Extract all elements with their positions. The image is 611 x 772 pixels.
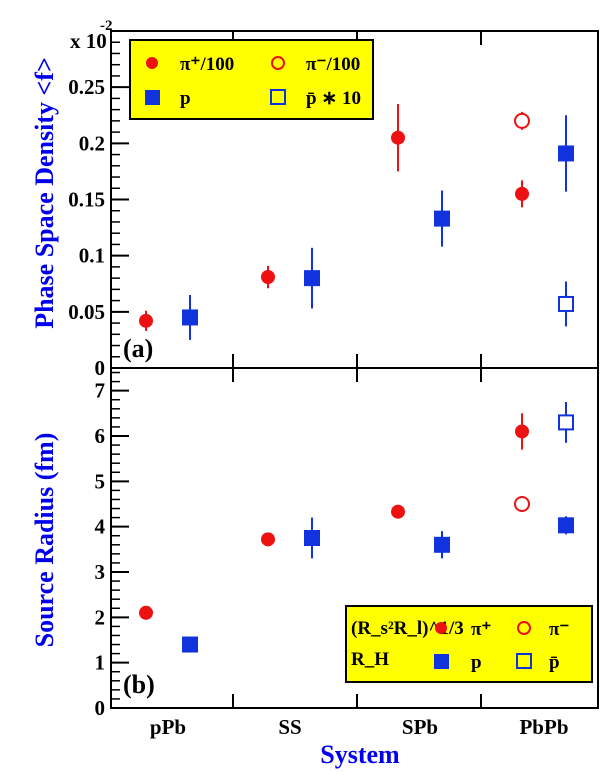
panel-b-y-tick-label: 3 xyxy=(95,560,106,584)
legend-b-pi-plus-marker xyxy=(435,622,447,634)
panel-b-frame xyxy=(110,367,599,709)
data-point-circle xyxy=(261,270,275,285)
legend-a-p-label: p xyxy=(180,88,191,109)
data-point-circle xyxy=(391,130,405,145)
data-point-circle xyxy=(515,186,529,201)
legend-a-box xyxy=(129,39,374,120)
x-axis-label: System xyxy=(320,740,400,769)
y-multiplier: x 10 xyxy=(70,29,107,53)
legend-b-pi-minus-label: π⁻ xyxy=(549,619,569,640)
data-point-square xyxy=(434,210,450,227)
panel-a-y-tick-label: 0.1 xyxy=(79,244,105,268)
legend-b-p-label: p xyxy=(471,652,482,673)
data-point-square xyxy=(182,309,198,326)
panel-a-y-tick-label: 0.05 xyxy=(68,300,105,324)
panel-a-y-tick-label: 0.25 xyxy=(68,75,105,99)
legend-b-pi-minus-marker xyxy=(517,621,531,635)
data-point-square xyxy=(304,530,320,546)
x-category-label: PbPb xyxy=(519,715,568,739)
legend-b-p-marker xyxy=(434,654,449,669)
legend-b-row1-label: (R_s²R_l)^1/3 xyxy=(351,618,464,639)
legend-b-box xyxy=(345,605,593,683)
panel-a-y-tick-label: 0 xyxy=(95,356,106,380)
panel-b-y-tick-label: 0 xyxy=(95,696,106,720)
panel-b-y-tick-label: 1 xyxy=(95,651,106,675)
panel-a-y-tick-label: 0.2 xyxy=(79,131,105,155)
data-point-circle xyxy=(139,313,153,328)
panel-b-legend: (R_s²R_l)^1/3 π⁺ π⁻ R_H p p̄ xyxy=(345,605,593,683)
data-point-square xyxy=(182,636,198,653)
panel-b-y-tick-label: 2 xyxy=(95,605,106,629)
data-point-circle xyxy=(391,504,405,519)
data-point-open-square xyxy=(558,295,574,312)
legend-b-pbar-marker xyxy=(516,653,532,669)
data-point-circle xyxy=(261,532,275,547)
legend-a-pi-minus-label: π⁻/100 xyxy=(306,54,360,75)
legend-a-pi-minus-marker xyxy=(271,56,285,70)
panel-b-y-tick-label: 4 xyxy=(95,515,106,539)
panel-a-y-tick-label: 0.15 xyxy=(68,188,105,212)
data-point-square xyxy=(558,517,574,534)
legend-a-pbar-marker xyxy=(270,89,286,105)
x-category-label: SPb xyxy=(402,715,438,739)
legend-b-pi-plus-label: π⁺ xyxy=(471,619,491,640)
data-point-circle xyxy=(139,605,153,620)
panel-a-label: (a) xyxy=(123,334,153,363)
legend-a-p-marker xyxy=(145,90,160,105)
data-point-open-circle xyxy=(514,496,530,512)
panel-a-legend: π⁺/100 π⁻/100 p p̄ ∗ 10 xyxy=(129,39,374,120)
data-point-open-circle xyxy=(514,112,530,129)
panel-b-label: (b) xyxy=(123,670,155,699)
data-point-open-square xyxy=(558,414,574,431)
x-category-label: pPb xyxy=(150,715,186,739)
data-point-square xyxy=(434,536,450,553)
legend-a-pbar-label: p̄ ∗ 10 xyxy=(306,88,361,109)
legend-a-pi-plus-marker xyxy=(146,57,158,69)
legend-b-row2-label: R_H xyxy=(351,649,389,670)
panel-b-y-tick-label: 7 xyxy=(95,379,106,403)
panel-b-y-axis-label: Source Radius (fm) xyxy=(30,433,59,648)
data-point-square xyxy=(558,145,574,162)
x-category-label: SS xyxy=(278,715,301,739)
panel-b-y-tick-label: 6 xyxy=(95,424,106,448)
data-point-circle xyxy=(515,424,529,439)
legend-b-pbar-label: p̄ xyxy=(549,652,560,673)
data-point-square xyxy=(304,270,320,287)
legend-a-pi-plus-label: π⁺/100 xyxy=(180,54,234,75)
panel-a-y-axis-label: Phase Space Density <f> xyxy=(30,57,59,329)
y-multiplier-exponent: -2 xyxy=(100,18,113,34)
panel-b-y-tick-label: 5 xyxy=(95,469,106,493)
